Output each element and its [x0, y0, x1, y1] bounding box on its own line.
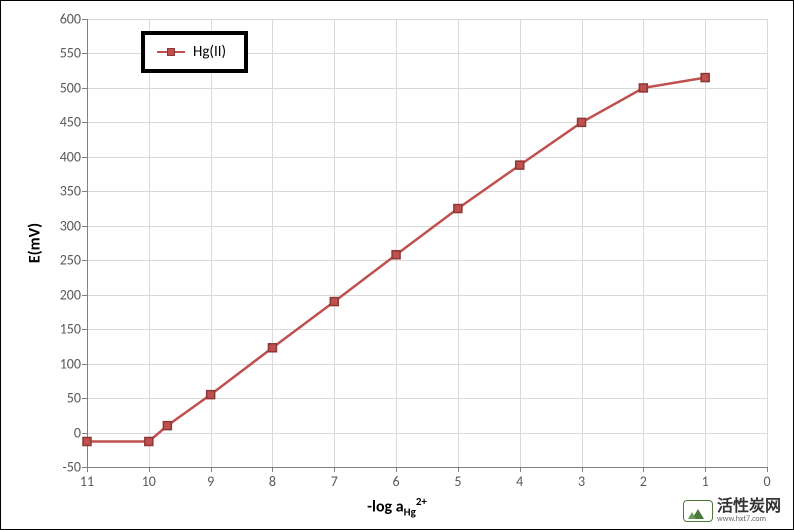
data-marker [639, 84, 647, 92]
y-tick-label: 350 [41, 183, 81, 200]
data-marker [207, 391, 215, 399]
plot-area: -500501001502002503003504004505005506001… [87, 19, 767, 467]
data-marker [516, 161, 524, 169]
y-tick-label: 600 [41, 11, 81, 28]
data-marker [330, 298, 338, 306]
legend-line-sample [157, 51, 185, 53]
chart-container: -500501001502002503003504004505005506001… [0, 0, 794, 530]
watermark-cn: 活性炭网 [717, 499, 781, 515]
x-axis-title: -log aHg2+ [1, 495, 793, 519]
y-tick-label: 0 [41, 424, 81, 441]
data-marker [83, 437, 91, 445]
data-marker [145, 437, 153, 445]
x-tick-label: 3 [578, 473, 585, 490]
data-marker [163, 422, 171, 430]
x-tick-label: 7 [331, 473, 338, 490]
x-tick-label: 9 [207, 473, 214, 490]
data-marker [578, 118, 586, 126]
chart-legend: Hg(II) [141, 31, 248, 73]
x-tick-label: 2 [640, 473, 647, 490]
x-tick-label: 10 [142, 473, 156, 490]
data-marker [701, 74, 709, 82]
watermark: 活性炭网 www.hxt7.com [683, 499, 781, 523]
data-marker [268, 344, 276, 352]
legend-label: Hg(II) [193, 43, 226, 61]
x-tick-label: 11 [80, 473, 94, 490]
y-tick-label: 250 [41, 252, 81, 269]
x-tick-label: 6 [393, 473, 400, 490]
data-marker [454, 205, 462, 213]
x-axis-line [87, 467, 767, 468]
watermark-url: www.hxt7.com [717, 515, 781, 523]
y-tick-label: 450 [41, 114, 81, 131]
y-tick-label: 100 [41, 355, 81, 372]
y-tick-label: 300 [41, 217, 81, 234]
y-tick-label: -50 [41, 459, 81, 476]
y-tick-label: 400 [41, 148, 81, 165]
y-tick-label: 200 [41, 286, 81, 303]
x-tick-label: 8 [269, 473, 276, 490]
y-tick-label: 150 [41, 321, 81, 338]
y-tick-label: 50 [41, 390, 81, 407]
x-tick-label: 0 [763, 473, 770, 490]
y-tick-label: 550 [41, 45, 81, 62]
legend-marker-icon [167, 48, 175, 56]
x-tick-label: 1 [702, 473, 709, 490]
x-tick-label: 5 [454, 473, 461, 490]
series-hg-ii- [87, 19, 767, 467]
series-line [87, 78, 705, 442]
x-tick-mark [767, 467, 768, 472]
x-tick-label: 4 [516, 473, 523, 490]
watermark-text: 活性炭网 www.hxt7.com [717, 499, 781, 523]
y-axis-title: E(mV) [26, 223, 45, 263]
y-tick-label: 500 [41, 79, 81, 96]
gridline-v [767, 19, 768, 467]
watermark-logo-icon [683, 500, 713, 522]
data-marker [392, 251, 400, 259]
